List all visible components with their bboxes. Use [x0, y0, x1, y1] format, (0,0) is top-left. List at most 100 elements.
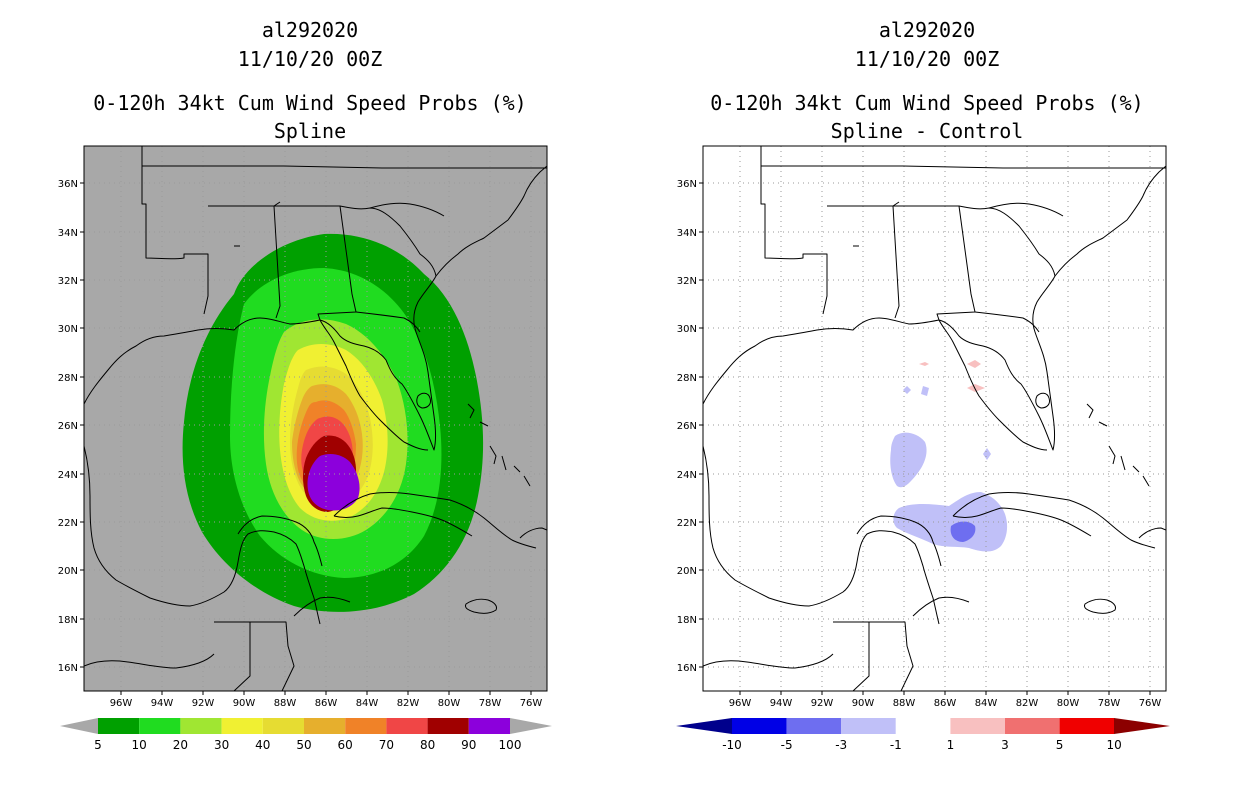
colorbar-cell	[468, 718, 510, 734]
lon-label: 76W	[1139, 698, 1162, 709]
lat-label: 32N	[677, 276, 697, 287]
lat-label: 20N	[677, 566, 697, 577]
colorbar-label: -10	[722, 738, 742, 752]
lon-label: 78W	[1098, 698, 1121, 709]
colorbar-cell	[427, 718, 469, 734]
lon-label: 84W	[356, 698, 379, 709]
right-lon-labels: 96W 94W 92W 90W 88W 86W 84W 82W 80W 78W …	[729, 698, 1162, 709]
lat-label: 32N	[58, 276, 78, 287]
lon-label: 82W	[1016, 698, 1039, 709]
lat-label: 18N	[58, 615, 78, 626]
colorbar-label: 10	[1107, 738, 1122, 752]
colorbar-cell	[139, 718, 181, 734]
lon-label: 90W	[852, 698, 875, 709]
colorbar-label: 20	[173, 738, 188, 752]
colorbar-cell	[304, 718, 346, 734]
right-graticule	[703, 146, 1166, 691]
lat-label: 16N	[677, 663, 697, 674]
right-difference-contours	[890, 360, 1008, 552]
diff-negative-region	[890, 432, 927, 488]
colorbar-cell	[98, 718, 140, 734]
left-title-datetime: 11/10/20 00Z	[238, 47, 383, 71]
lat-label: 22N	[677, 518, 697, 529]
colorbar-cell	[950, 718, 1005, 734]
colorbar-label: 80	[420, 738, 435, 752]
lat-label: 26N	[677, 421, 697, 432]
lon-label: 82W	[397, 698, 420, 709]
lon-label: 88W	[274, 698, 297, 709]
lon-label: 92W	[811, 698, 834, 709]
right-title-product: 0-120h 34kt Cum Wind Speed Probs (%)	[710, 91, 1143, 115]
colorbar-cell	[262, 718, 304, 734]
right-lat-labels: 36N 34N 32N 30N 28N 26N 24N 22N 20N 18N …	[677, 179, 697, 674]
colorbar-cell	[345, 718, 387, 734]
lat-label: 30N	[58, 324, 78, 335]
left-map-frame	[83, 145, 548, 692]
right-panel: al292020 11/10/20 00Z 0-120h 34kt Cum Wi…	[676, 18, 1170, 752]
colorbar-cell	[386, 718, 428, 734]
diff-negative-region	[893, 492, 1008, 552]
lat-label: 22N	[58, 518, 78, 529]
left-colorbar-over-arrow	[510, 718, 552, 734]
lat-label: 18N	[677, 615, 697, 626]
colorbar-cell	[221, 718, 263, 734]
lon-label: 94W	[151, 698, 174, 709]
colorbar-label: 70	[379, 738, 394, 752]
left-panel: al292020 11/10/20 00Z 0-120h 34kt Cum Wi…	[58, 18, 552, 752]
lon-label: 76W	[520, 698, 543, 709]
colorbar-label: 3	[1001, 738, 1009, 752]
colorbar-label: 1	[947, 738, 955, 752]
left-graticule	[84, 146, 547, 691]
right-title-method: Spline - Control	[831, 119, 1024, 143]
diff-negative-region-mid	[950, 521, 976, 542]
lon-label: 90W	[233, 698, 256, 709]
lat-label: 20N	[58, 566, 78, 577]
lon-label: 86W	[315, 698, 338, 709]
right-colorbar-over-arrow	[1114, 718, 1170, 734]
lat-label: 28N	[58, 373, 78, 384]
contour-90	[307, 454, 360, 511]
lat-label: 28N	[677, 373, 697, 384]
left-map: 96W 94W 92W 90W 88W 86W 84W 82W 80W 78W …	[58, 145, 548, 709]
lon-label: 86W	[934, 698, 957, 709]
right-map: 96W 94W 92W 90W 88W 86W 84W 82W 80W 78W …	[677, 145, 1167, 709]
left-title-method: Spline	[274, 119, 346, 143]
left-colorbar-under-arrow	[60, 718, 98, 734]
lon-label: 84W	[975, 698, 998, 709]
colorbar-cell	[1005, 718, 1060, 734]
colorbar-label: 5	[94, 738, 102, 752]
lon-label: 96W	[729, 698, 752, 709]
colorbar-cell	[841, 718, 896, 734]
left-lat-labels: 36N 34N 32N 30N 28N 26N 24N 22N 20N 18N …	[58, 179, 78, 674]
left-title-storm-id: al292020	[262, 18, 358, 42]
right-map-frame	[702, 145, 1167, 692]
colorbar-cell	[895, 718, 951, 734]
lat-label: 16N	[58, 663, 78, 674]
left-lon-labels: 96W 94W 92W 90W 88W 86W 84W 82W 80W 78W …	[110, 698, 543, 709]
lat-label: 34N	[677, 228, 697, 239]
lat-label: 26N	[58, 421, 78, 432]
colorbar-label: 5	[1056, 738, 1064, 752]
colorbar-label: 50	[296, 738, 311, 752]
colorbar-label: 90	[461, 738, 476, 752]
colorbar-cell	[1059, 718, 1115, 734]
lat-label: 34N	[58, 228, 78, 239]
lat-label: 36N	[58, 179, 78, 190]
colorbar-label: 100	[499, 738, 522, 752]
lon-label: 88W	[893, 698, 916, 709]
lon-label: 94W	[770, 698, 793, 709]
right-title-storm-id: al292020	[879, 18, 975, 42]
colorbar-cell	[180, 718, 222, 734]
colorbar-label: 30	[214, 738, 229, 752]
right-colorbar-under-arrow	[676, 718, 732, 734]
right-title-datetime: 11/10/20 00Z	[855, 47, 1000, 71]
right-colorbar: -10 -5 -3 -1 1 3 5 10	[676, 718, 1170, 752]
left-colorbar: 5 10 20 30 40 50 60 70 80 90 100	[60, 718, 552, 752]
left-title-product: 0-120h 34kt Cum Wind Speed Probs (%)	[93, 91, 526, 115]
colorbar-label: 40	[255, 738, 270, 752]
colorbar-label: 10	[132, 738, 147, 752]
right-map-background	[703, 146, 1166, 691]
lon-label: 78W	[479, 698, 502, 709]
colorbar-cell	[786, 718, 842, 734]
